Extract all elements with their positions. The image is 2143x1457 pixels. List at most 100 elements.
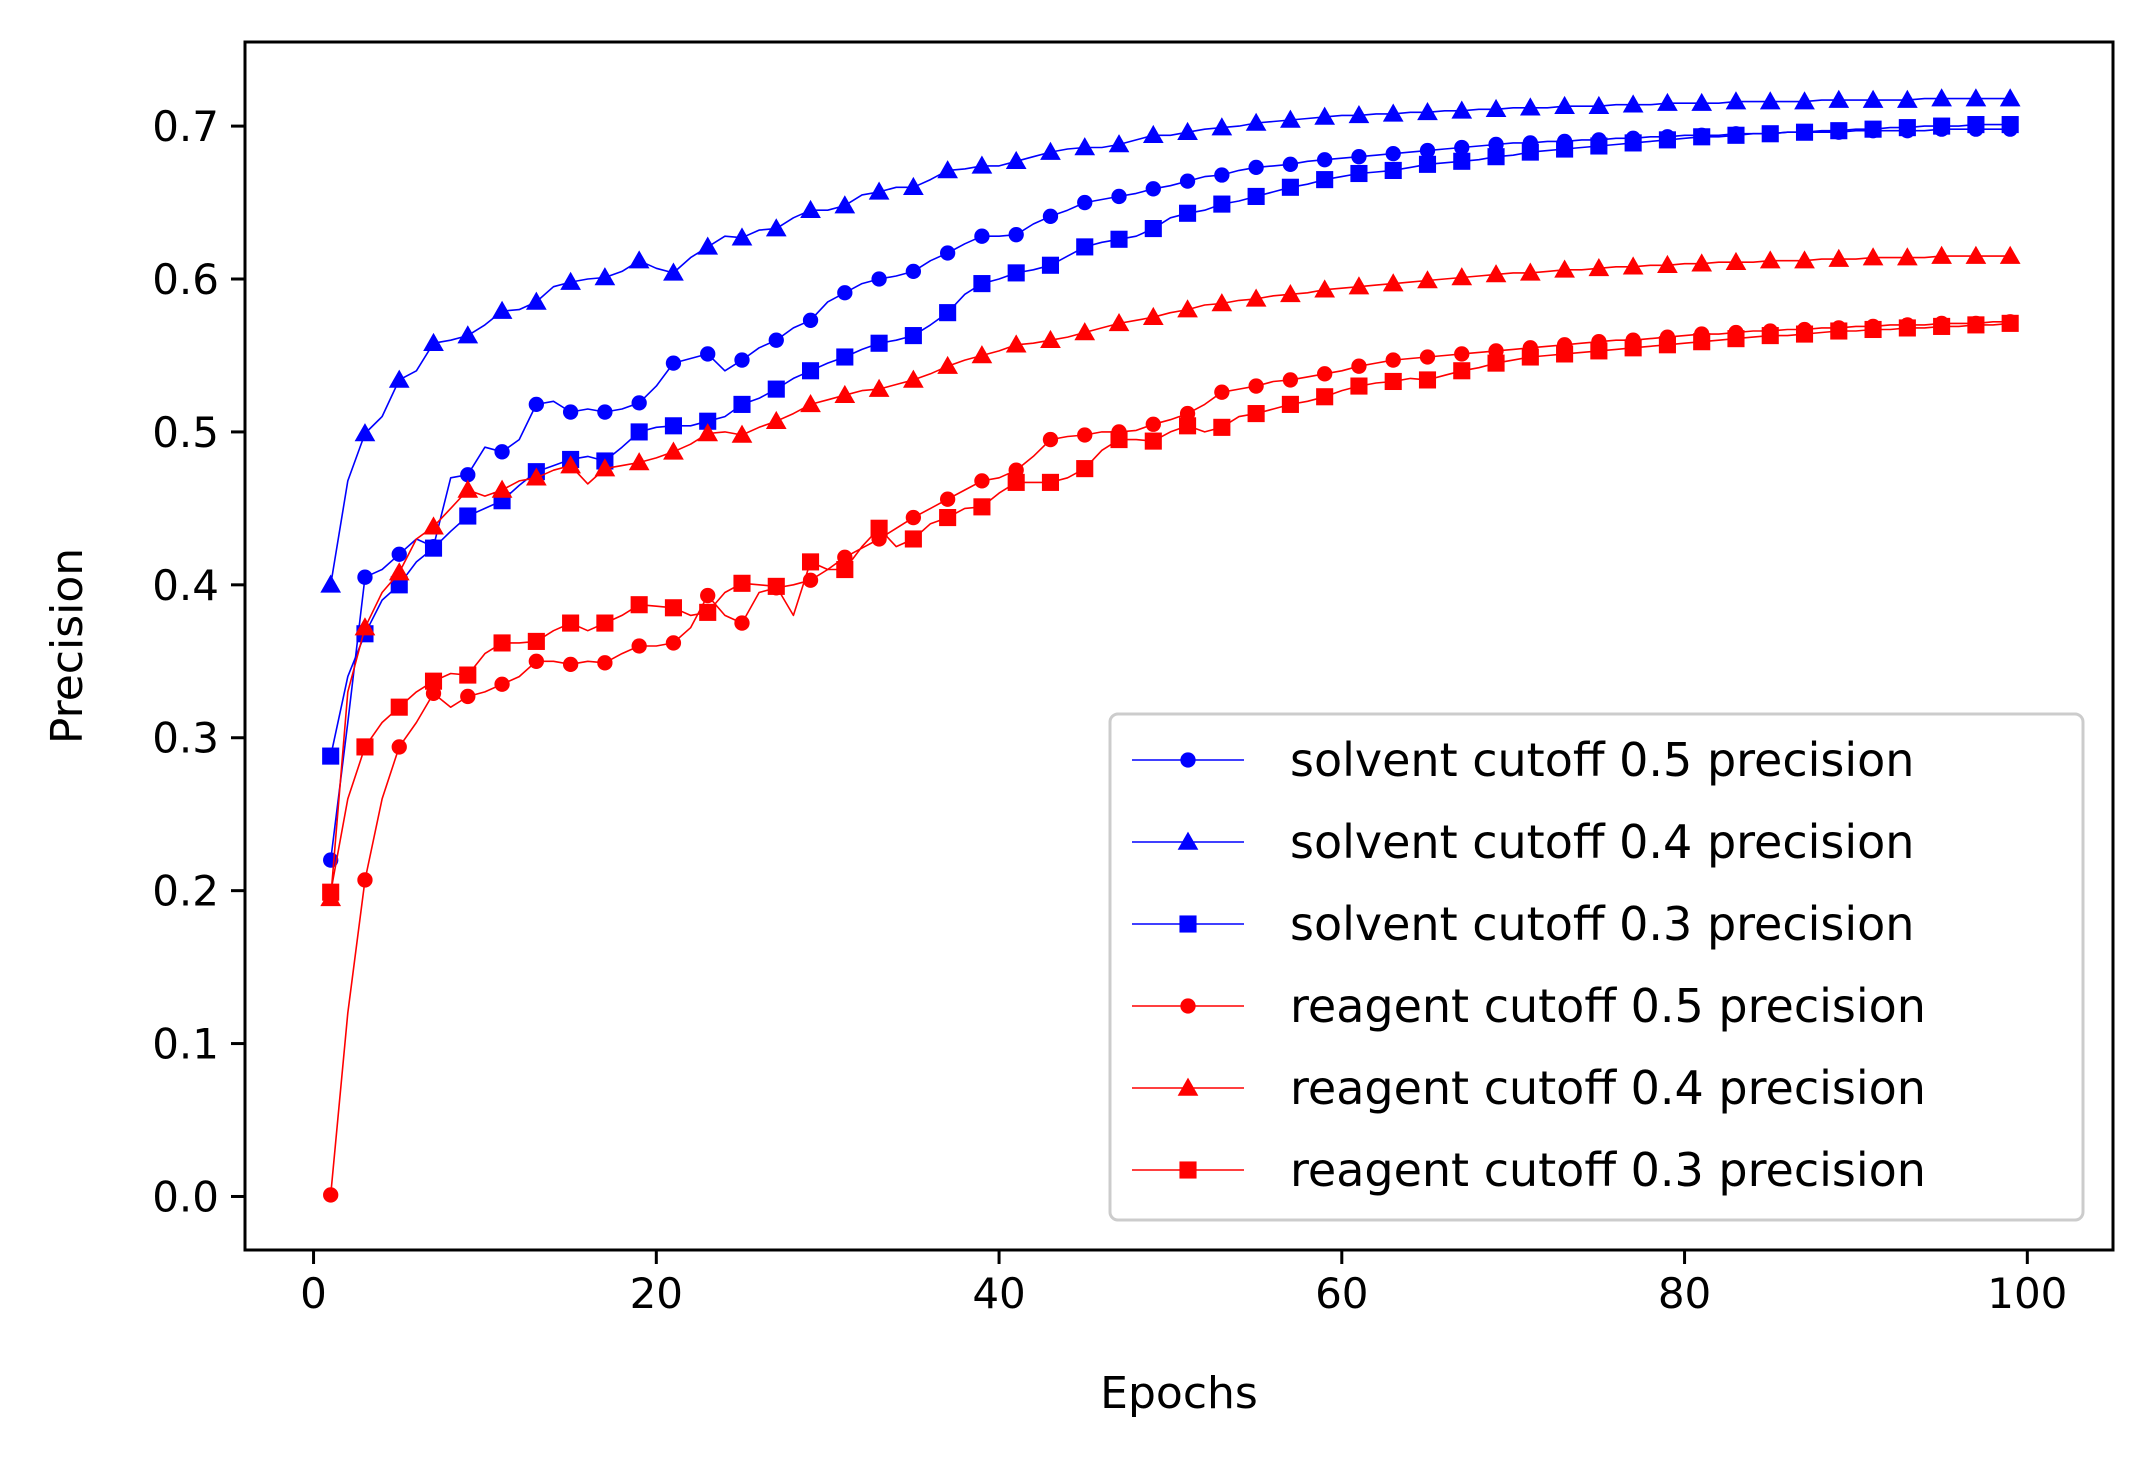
data-point <box>903 176 924 196</box>
data-point <box>1864 120 1882 138</box>
data-point <box>1931 88 1952 107</box>
data-point <box>904 327 922 345</box>
data-point <box>801 553 820 571</box>
data-point <box>631 638 647 654</box>
data-point <box>1041 256 1060 274</box>
data-point <box>973 275 991 293</box>
data-point <box>765 410 787 429</box>
data-point <box>1657 254 1678 274</box>
data-point <box>388 562 410 581</box>
data-point <box>768 332 784 348</box>
data-point <box>1007 264 1025 282</box>
data-point <box>1590 137 1608 155</box>
data-point <box>1145 416 1161 432</box>
legend-marker <box>1177 831 1199 850</box>
y-tick-label: 0.6 <box>152 255 219 304</box>
series-group <box>320 245 2021 907</box>
data-point <box>1142 306 1164 326</box>
x-axis-label: Epochs <box>1100 1368 1258 1419</box>
y-tick-label: 0.0 <box>152 1172 219 1221</box>
y-tick-label: 0.2 <box>152 867 219 916</box>
data-point <box>1554 259 1575 278</box>
data-point <box>1830 122 1848 140</box>
series-group <box>322 314 2019 901</box>
data-point <box>1624 339 1642 357</box>
data-point <box>356 738 374 756</box>
data-point <box>1041 473 1060 491</box>
data-point <box>628 452 650 471</box>
data-point <box>971 345 993 364</box>
data-point <box>1144 220 1162 238</box>
data-point <box>939 491 956 507</box>
data-point <box>1521 143 1539 161</box>
data-point <box>1519 97 1541 116</box>
x-tick-label: 40 <box>972 1269 1025 1318</box>
data-point <box>699 603 717 621</box>
data-point <box>1280 283 1301 303</box>
data-point <box>560 455 581 474</box>
data-point <box>1382 273 1404 292</box>
data-point <box>1007 473 1025 491</box>
data-point <box>424 672 443 690</box>
legend-marker <box>1179 1161 1197 1179</box>
legend-label: solvent cutoff 0.3 precision <box>1290 897 1914 951</box>
legend-marker <box>1180 752 1196 768</box>
data-point <box>697 423 719 442</box>
data-point <box>423 332 444 351</box>
data-point <box>527 632 545 650</box>
data-point <box>1350 164 1368 183</box>
data-point <box>939 245 956 261</box>
data-point <box>560 271 581 290</box>
data-point <box>1761 125 1779 143</box>
data-point <box>664 417 682 435</box>
data-point <box>1108 313 1130 332</box>
y-axis: 0.0 0.1 0.2 0.3 0.4 0.5 0.6 0.7 <box>152 102 245 1221</box>
data-point <box>1316 171 1334 189</box>
data-point <box>973 498 991 516</box>
data-point <box>734 615 750 631</box>
data-point <box>1898 319 1916 337</box>
plot-frame <box>243 40 2115 1252</box>
data-point <box>491 479 513 498</box>
data-point <box>1794 250 1815 269</box>
x-tick-label: 60 <box>1315 1269 1368 1318</box>
data-point <box>1487 354 1505 372</box>
data-point <box>1967 316 1985 334</box>
data-point <box>459 507 477 525</box>
data-point <box>1554 95 1575 114</box>
data-point <box>767 380 785 398</box>
legend-label: reagent cutoff 0.5 precision <box>1290 979 1926 1033</box>
x-tick-label: 0 <box>300 1269 327 1318</box>
data-point <box>1179 417 1197 435</box>
legend-label: reagent cutoff 0.4 precision <box>1290 1061 1926 1115</box>
data-point <box>800 394 821 413</box>
data-point <box>1657 92 1678 111</box>
data-point <box>494 444 510 460</box>
data-point <box>937 160 958 179</box>
data-point <box>836 348 854 366</box>
data-point <box>1658 131 1676 149</box>
data-point <box>323 1187 339 1203</box>
data-point <box>1453 152 1471 170</box>
data-point <box>1111 188 1127 205</box>
data-point <box>1419 349 1436 365</box>
data-point <box>1350 377 1368 395</box>
data-point <box>1965 245 1987 264</box>
data-point <box>1999 88 2021 107</box>
data-point <box>528 396 544 413</box>
data-point <box>1691 253 1713 272</box>
data-point <box>734 352 750 368</box>
data-point <box>665 355 682 371</box>
data-point <box>1933 117 1951 135</box>
data-point <box>457 479 479 498</box>
data-point <box>1454 139 1470 156</box>
data-point <box>1384 372 1402 391</box>
data-point <box>1931 245 1952 264</box>
data-point <box>1348 276 1370 295</box>
x-tick-label: 100 <box>1987 1269 2067 1318</box>
data-point <box>390 576 408 594</box>
data-point <box>1281 395 1299 413</box>
legend-label: reagent cutoff 0.3 precision <box>1290 1143 1926 1197</box>
data-point <box>597 655 613 671</box>
